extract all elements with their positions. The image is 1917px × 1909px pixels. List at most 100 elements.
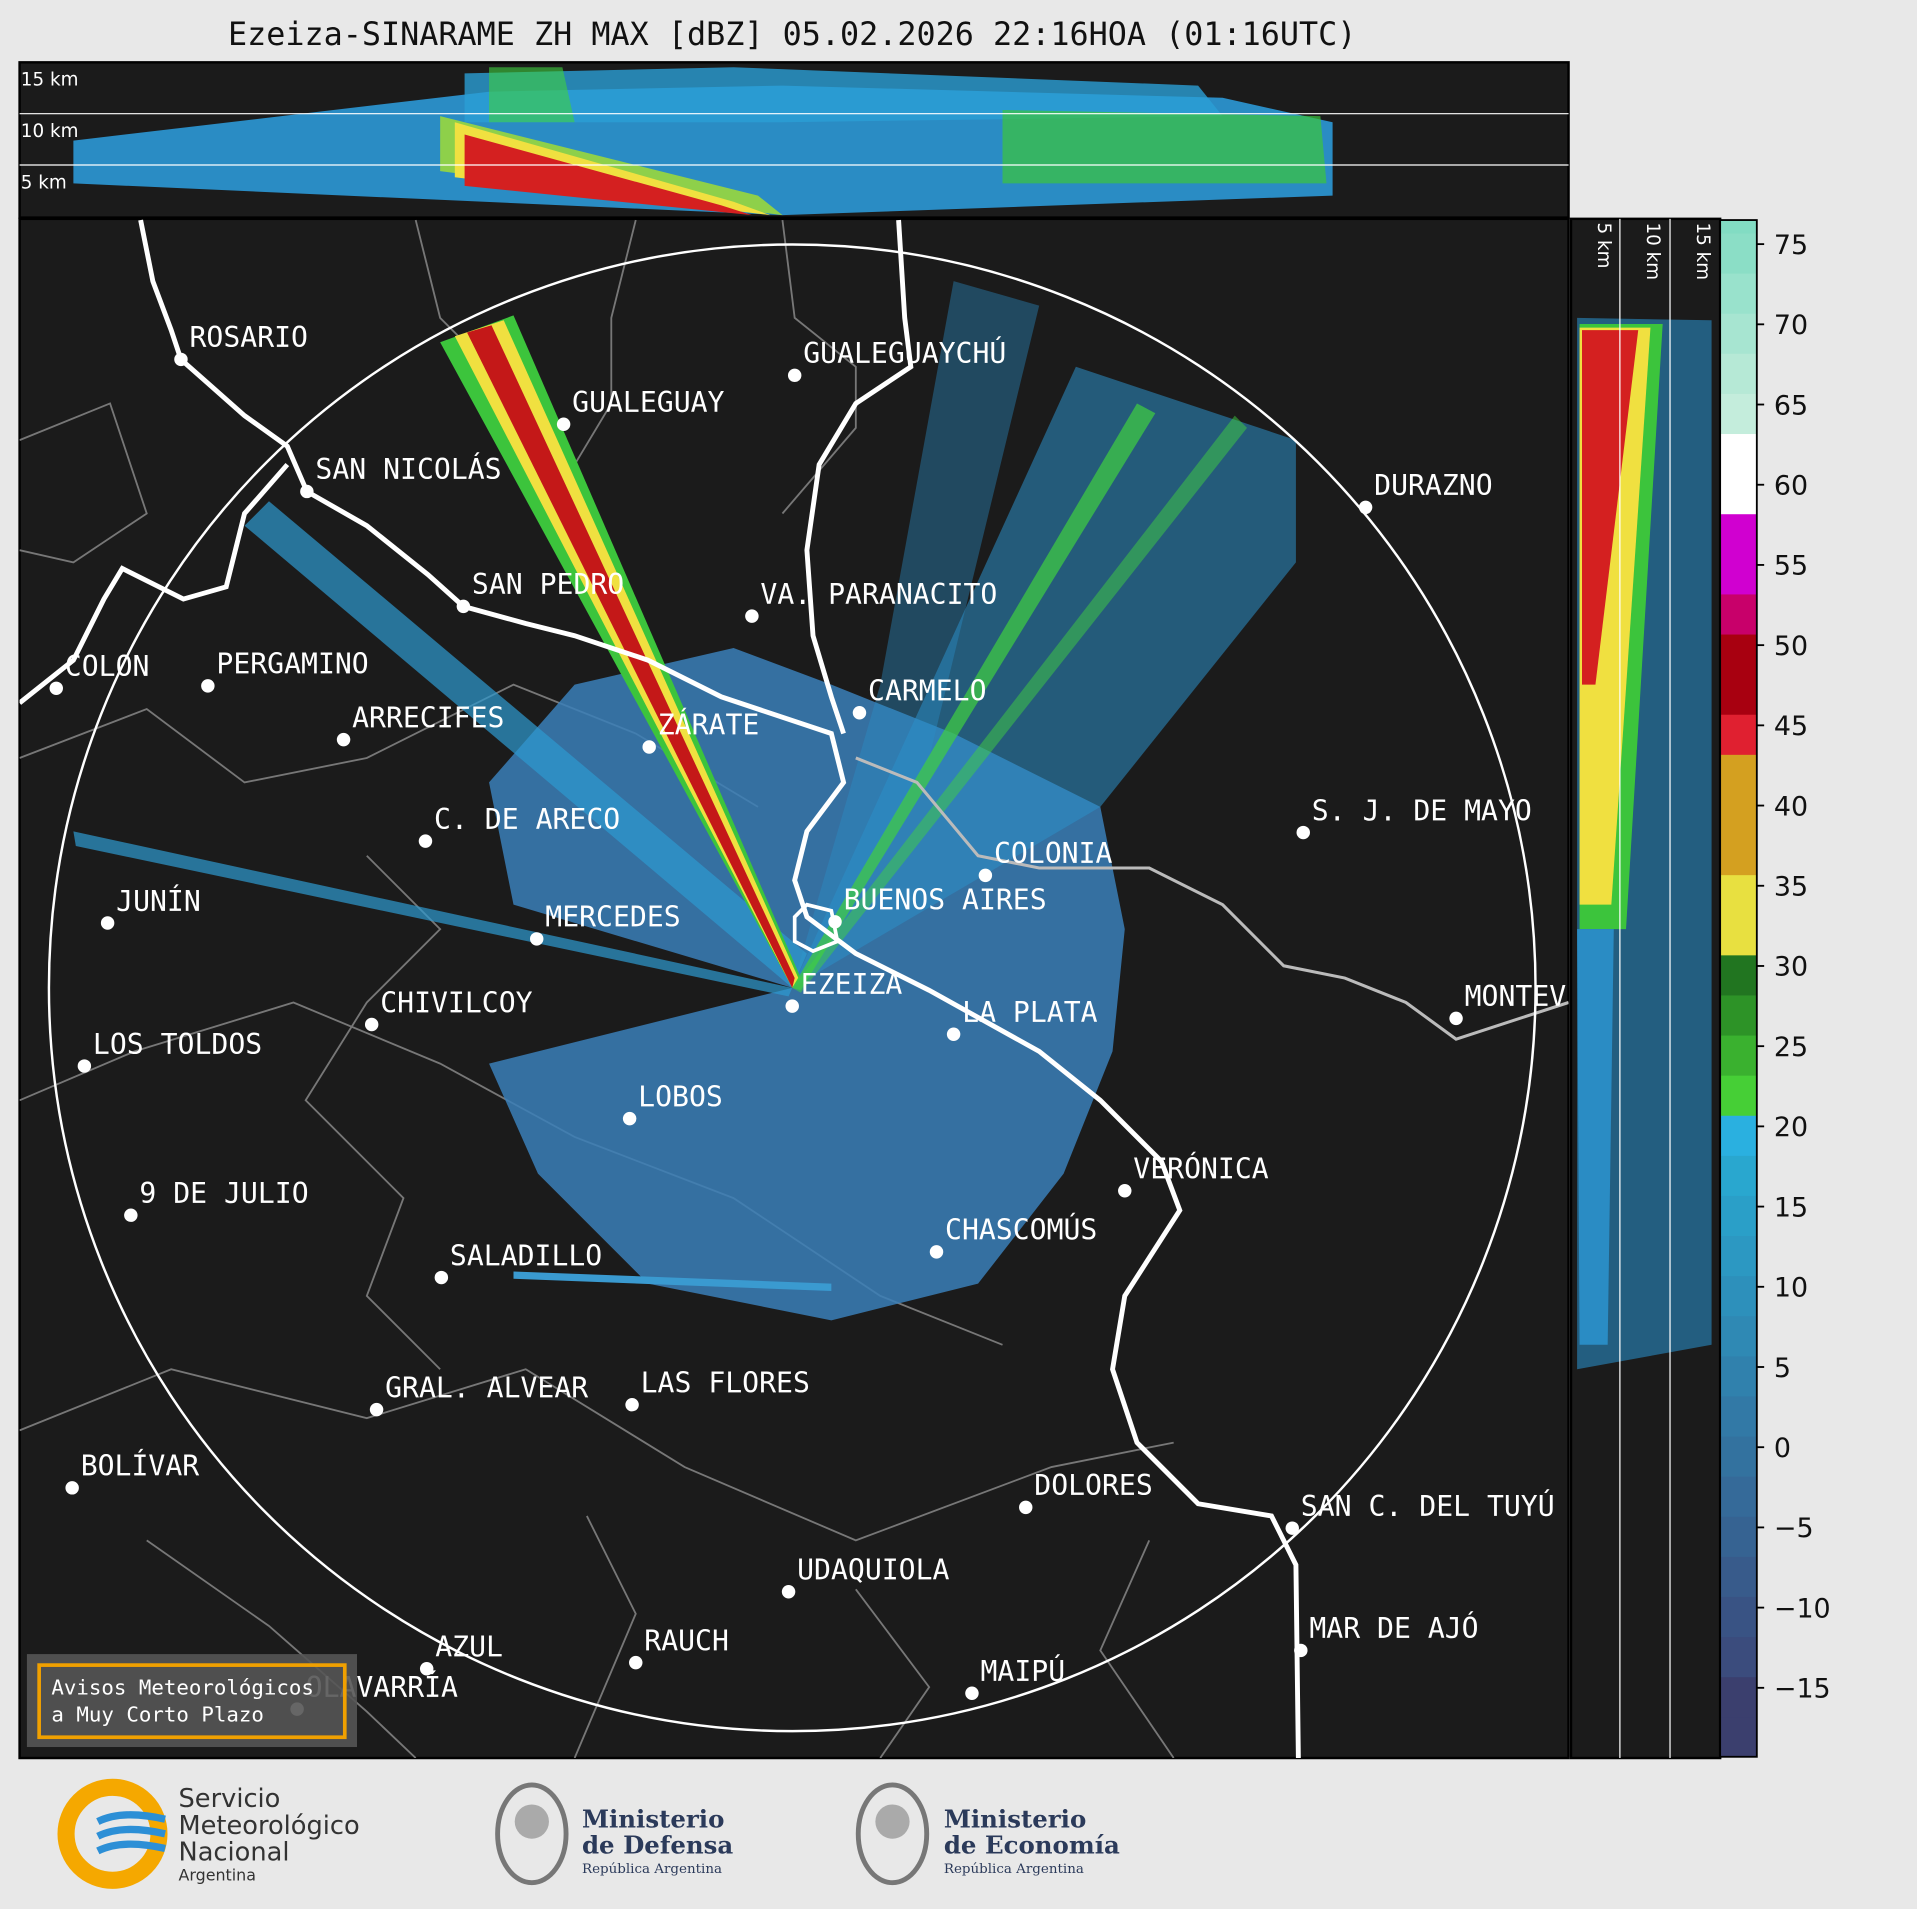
- city-label: MAIPÚ: [981, 1654, 1066, 1688]
- city-dot: [1296, 825, 1310, 840]
- tick-label: 60: [1774, 471, 1808, 502]
- coastlines: [19, 219, 1569, 1759]
- height-label: 10 km: [1642, 223, 1663, 281]
- logo-text: República Argentina: [944, 1862, 1084, 1877]
- city-dot: [201, 679, 215, 693]
- color-band: [1720, 1516, 1757, 1557]
- city-label: BOLÍVAR: [81, 1449, 200, 1483]
- tick-label: 30: [1774, 952, 1808, 983]
- city-label: DOLORES: [1034, 1469, 1152, 1502]
- city-label: BUENOS AIRES: [844, 884, 1047, 917]
- city-dot: [929, 1245, 944, 1259]
- city-label: GRAL. ALVEAR: [385, 1371, 588, 1404]
- city-label: C. DE ARECO: [434, 803, 620, 836]
- color-band: [1720, 633, 1757, 675]
- tick-label: 0: [1774, 1433, 1791, 1464]
- city-dot: [629, 1655, 643, 1670]
- color-band: [1720, 914, 1757, 956]
- city-label: GUALEGUAYCHÚ: [803, 336, 1006, 370]
- tick-label: −15: [1774, 1674, 1831, 1705]
- city-label: LA PLATA: [962, 996, 1097, 1029]
- color-band: [1720, 313, 1757, 354]
- city-dot: [529, 932, 544, 946]
- city-label: COLONIA: [994, 837, 1113, 870]
- color-band: [1720, 1075, 1757, 1116]
- logo-text: Ministerio: [944, 1805, 1086, 1834]
- city-label: 9 DE JULIO: [139, 1177, 308, 1210]
- tick-label: −5: [1774, 1513, 1814, 1544]
- city-dot: [978, 868, 993, 883]
- city-dot: [946, 1027, 961, 1041]
- city-label: CARMELO: [868, 675, 986, 708]
- city-dot: [100, 916, 115, 930]
- logo-text: de Defensa: [582, 1830, 733, 1859]
- logo-text: Nacional: [179, 1838, 290, 1868]
- tick-label: 10: [1774, 1273, 1808, 1304]
- tick-label: 55: [1774, 551, 1808, 582]
- city-dot: [556, 417, 571, 431]
- color-band: [1720, 513, 1757, 555]
- city-dot: [1285, 1521, 1299, 1535]
- city-dot: [787, 368, 802, 383]
- color-band: [1720, 553, 1757, 595]
- color-band: [1720, 874, 1757, 916]
- city-dot: [625, 1397, 639, 1412]
- city-dot: [77, 1059, 92, 1073]
- color-band: [1720, 1275, 1757, 1317]
- smn-logo: Servicio Meteorológico Nacional Argentin…: [57, 1778, 360, 1889]
- city-label: SAN PEDRO: [472, 568, 624, 601]
- color-band: [1720, 754, 1757, 795]
- city-dot: [364, 1017, 379, 1032]
- city-dot: [336, 732, 351, 747]
- city-dot: [434, 1270, 449, 1285]
- tick-label: 20: [1774, 1112, 1808, 1143]
- city-dot: [1294, 1643, 1308, 1658]
- color-band: [1720, 1195, 1757, 1237]
- color-band: [1720, 1395, 1757, 1437]
- logo-text: República Argentina: [582, 1862, 722, 1877]
- city-dot: [622, 1111, 637, 1126]
- city-dot: [1019, 1500, 1033, 1515]
- height-label: 15 km: [1692, 223, 1713, 281]
- logo-text: Meteorológico: [179, 1811, 360, 1841]
- city-label: CHIVILCOY: [380, 986, 532, 1019]
- colorbar: −15 −10 −5 0 5 10 15 20 25 30 35 40 45 50 55 60 65 70 75: [1719, 219, 1831, 1758]
- color-band: [1720, 272, 1757, 314]
- tick-label: 40: [1774, 791, 1808, 822]
- top-cross-section: 15 km 10 km 5 km: [18, 61, 1570, 219]
- city-label: MERCEDES: [545, 901, 680, 934]
- city-label: RAUCH: [644, 1624, 729, 1657]
- city-label: CHASCOMÚS: [945, 1213, 1097, 1247]
- city-label: GUALEGUAY: [572, 386, 724, 419]
- tick-label: 65: [1774, 390, 1808, 421]
- city-label: LAS FLORES: [641, 1366, 810, 1399]
- city-label: VA. PARANACITO: [760, 578, 997, 611]
- city-dot: [1358, 500, 1373, 515]
- right-cross-section: 5 km 10 km 15 km: [1569, 217, 1722, 1760]
- title: Ezeiza-SINARAME ZH MAX [dBZ] 05.02.2026 …: [228, 17, 1356, 53]
- color-band: [1720, 1155, 1757, 1196]
- city-label: ROSARIO: [190, 321, 308, 354]
- logo-text: Servicio: [179, 1784, 281, 1814]
- city-label: LOS TOLDOS: [93, 1028, 262, 1061]
- color-band: [1720, 232, 1757, 274]
- economia-logo: Ministerio de Economía República Argenti…: [855, 1782, 1120, 1886]
- city-dot: [174, 352, 188, 367]
- city-dot: [828, 915, 842, 929]
- height-label: 5 km: [1593, 223, 1614, 269]
- city-label: JUNÍN: [116, 884, 201, 918]
- city-dot: [1118, 1184, 1132, 1198]
- city-label: ARRECIFES: [352, 701, 504, 734]
- color-band: [1720, 1034, 1757, 1076]
- color-band: [1720, 220, 1757, 234]
- color-band: [1720, 473, 1757, 515]
- color-band: [1720, 954, 1757, 996]
- color-band: [1720, 1355, 1757, 1397]
- city-dot: [852, 706, 867, 720]
- city-dot: [124, 1208, 138, 1222]
- height-label: 10 km: [21, 121, 79, 142]
- tick-label: 25: [1774, 1032, 1808, 1063]
- tick-label: 45: [1774, 711, 1808, 742]
- tick-label: 50: [1774, 631, 1808, 662]
- tick-label: 75: [1774, 230, 1808, 261]
